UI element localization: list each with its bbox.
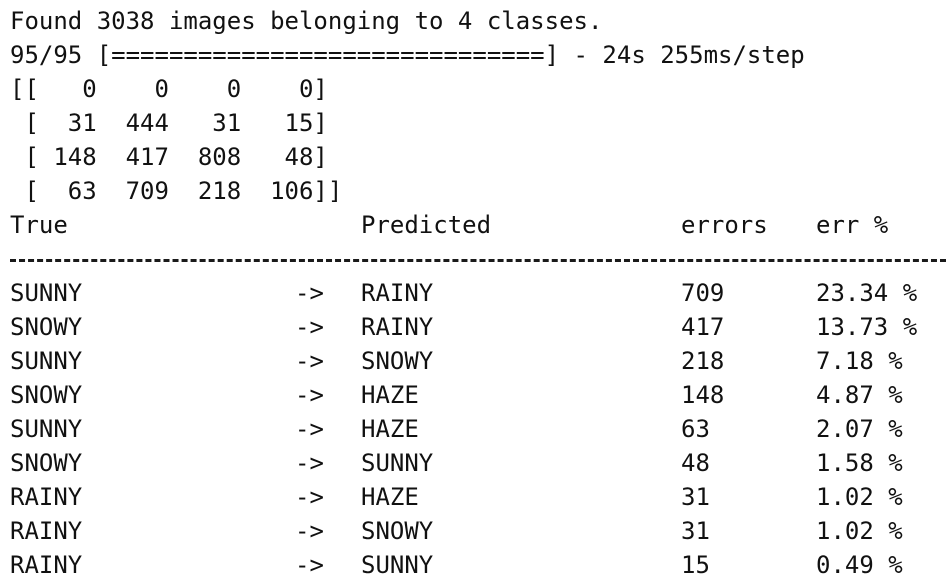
cell-predicted: RAINY <box>361 313 434 341</box>
header-true: True <box>10 211 68 239</box>
cell-predicted: HAZE <box>361 381 419 409</box>
table-row: SNOWY -> HAZE 148 4.87 % <box>10 378 946 412</box>
cell-err-pct: 13.73 % <box>816 313 918 341</box>
arrow-glyph: -> <box>295 449 324 477</box>
cell-errors: 48 <box>681 449 710 477</box>
dashed-rule <box>10 259 946 262</box>
table-row: RAINY -> HAZE 31 1.02 % <box>10 480 946 514</box>
confusion-matrix-row: [[ 0 0 0 0] <box>10 75 328 103</box>
table-row: SUNNY -> SNOWY 218 7.18 % <box>10 344 946 378</box>
cell-true: SUNNY <box>10 347 83 375</box>
cell-true: RAINY <box>10 483 83 511</box>
table-body: SUNNY -> RAINY 709 23.34 % SNOWY -> RAINY 417 13.… <box>10 276 946 582</box>
table-header: True Predicted errors err % <box>10 208 946 242</box>
cell-predicted: HAZE <box>361 415 419 443</box>
cell-err-pct: 1.02 % <box>816 517 903 545</box>
cell-true: SNOWY <box>10 313 83 341</box>
cell-errors: 31 <box>681 483 710 511</box>
cell-predicted: SNOWY <box>361 517 434 545</box>
arrow-glyph: -> <box>295 483 324 511</box>
arrow-glyph: -> <box>295 517 324 545</box>
cell-predicted: SNOWY <box>361 347 434 375</box>
cell-err-pct: 23.34 % <box>816 279 918 307</box>
cell-err-pct: 2.07 % <box>816 415 903 443</box>
cell-true: SUNNY <box>10 415 83 443</box>
cell-err-pct: 4.87 % <box>816 381 903 409</box>
cell-predicted: HAZE <box>361 483 419 511</box>
arrow-glyph: -> <box>295 415 324 443</box>
cell-true: RAINY <box>10 551 83 579</box>
cell-err-pct: 1.02 % <box>816 483 903 511</box>
cell-errors: 709 <box>681 279 725 307</box>
found-images-line: Found 3038 images belonging to 4 classes… <box>10 7 603 35</box>
console-text: Found 3038 images belonging to 4 classes… <box>10 4 946 582</box>
cell-errors: 417 <box>681 313 725 341</box>
table-divider <box>10 242 946 276</box>
cell-errors: 31 <box>681 517 710 545</box>
arrow-glyph: -> <box>295 313 324 341</box>
cell-err-pct: 0.49 % <box>816 551 903 579</box>
arrow-glyph: -> <box>295 381 324 409</box>
table-row: RAINY -> SNOWY 31 1.02 % <box>10 514 946 548</box>
arrow-glyph: -> <box>295 279 324 307</box>
cell-true: SUNNY <box>10 279 83 307</box>
table-row: SNOWY -> SUNNY 48 1.58 % <box>10 446 946 480</box>
header-predicted: Predicted <box>361 211 492 239</box>
table-row: SUNNY -> RAINY 709 23.34 % <box>10 276 946 310</box>
cell-errors: 148 <box>681 381 725 409</box>
table-row: RAINY -> SUNNY 15 0.49 % <box>10 548 946 582</box>
confusion-matrix-row: [ 31 444 31 15] <box>10 109 328 137</box>
cell-errors: 15 <box>681 551 710 579</box>
cell-err-pct: 7.18 % <box>816 347 903 375</box>
cell-predicted: SUNNY <box>361 449 434 477</box>
arrow-glyph: -> <box>295 347 324 375</box>
confusion-matrix-row: [ 148 417 808 48] <box>10 143 328 171</box>
cell-errors: 63 <box>681 415 710 443</box>
cell-predicted: RAINY <box>361 279 434 307</box>
cell-predicted: SUNNY <box>361 551 434 579</box>
cell-errors: 218 <box>681 347 725 375</box>
header-errors: errors <box>681 211 768 239</box>
header-err-pct: err % <box>816 211 889 239</box>
progress-line: 95/95 [==============================] -… <box>10 41 805 69</box>
confusion-matrix-row: [ 63 709 218 106]] <box>10 177 343 205</box>
table-row: SNOWY -> RAINY 417 13.73 % <box>10 310 946 344</box>
cell-true: SNOWY <box>10 449 83 477</box>
arrow-glyph: -> <box>295 551 324 579</box>
cell-err-pct: 1.58 % <box>816 449 903 477</box>
table-row: SUNNY -> HAZE 63 2.07 % <box>10 412 946 446</box>
cell-true: RAINY <box>10 517 83 545</box>
cell-true: SNOWY <box>10 381 83 409</box>
